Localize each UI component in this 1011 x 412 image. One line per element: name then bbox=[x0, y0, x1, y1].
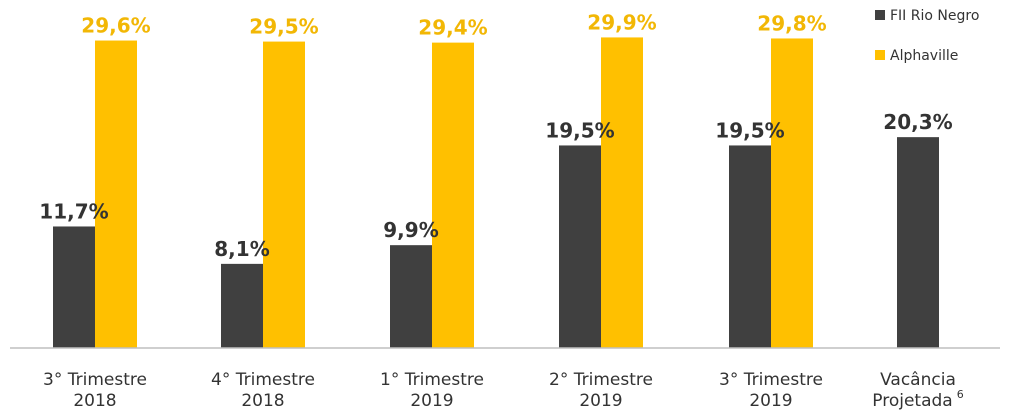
x-tick-label-0: 3° Trimestre 2018 bbox=[43, 370, 147, 411]
bar-alphaville-3 bbox=[601, 37, 643, 348]
value-label-alphaville-3: 29,9% bbox=[587, 10, 656, 34]
legend-label-alphaville: Alphaville bbox=[890, 48, 958, 64]
x-tick-labels-group: 3° Trimestre 2018 4° Trimestre 2018 1° Trime… bbox=[43, 370, 964, 411]
value-label-fii-rio-negro-2: 9,9% bbox=[383, 218, 438, 242]
x-tick-label-5: Vacância Projetada 6 bbox=[872, 370, 963, 411]
value-label-fii-rio-negro-4: 19,5% bbox=[715, 118, 784, 142]
bar-alphaville-0 bbox=[95, 40, 137, 349]
bar-fii-rio-negro-0 bbox=[53, 226, 95, 348]
x-tick-label-4: 3° Trimestre 2019 bbox=[719, 370, 823, 411]
bar-alphaville-4 bbox=[771, 38, 813, 349]
value-label-fii-rio-negro-1: 8,1% bbox=[214, 237, 269, 261]
legend-swatch-fii-rio-negro bbox=[875, 10, 885, 20]
value-label-alphaville-0: 29,6% bbox=[81, 14, 150, 38]
value-label-fii-rio-negro-0: 11,7% bbox=[39, 199, 108, 223]
value-label-alphaville-4: 29,8% bbox=[757, 11, 826, 35]
legend-swatch-alphaville bbox=[875, 50, 885, 60]
bar-fii-rio-negro-2 bbox=[390, 245, 432, 348]
x-tick-label-2: 1° Trimestre 2019 bbox=[380, 370, 484, 411]
legend: FII Rio Negro Alphaville bbox=[875, 8, 979, 64]
footnote-marker: 6 bbox=[957, 388, 964, 401]
bar-fii-rio-negro-5 bbox=[897, 137, 939, 348]
bar-alphaville-1 bbox=[263, 41, 305, 348]
value-label-alphaville-2: 29,4% bbox=[418, 16, 487, 40]
x-tick-label-3: 2° Trimestre 2019 bbox=[549, 370, 653, 411]
value-label-fii-rio-negro-3: 19,5% bbox=[545, 118, 614, 142]
value-labels-group: 11,7% 29,6% 8,1% 29,5% 9,9% 29,4% 19,5% 29,9% 19… bbox=[39, 10, 952, 260]
bar-fii-rio-negro-1 bbox=[221, 263, 263, 348]
bar-fii-rio-negro-4 bbox=[729, 145, 771, 348]
bar-alphaville-2 bbox=[432, 42, 474, 348]
x-tick-label-1: 4° Trimestre 2018 bbox=[211, 370, 315, 411]
bars-group bbox=[53, 37, 939, 349]
legend-label-fii-rio-negro: FII Rio Negro bbox=[890, 8, 979, 24]
value-label-alphaville-1: 29,5% bbox=[249, 15, 318, 39]
value-label-fii-rio-negro-5: 20,3% bbox=[883, 110, 952, 134]
bar-fii-rio-negro-3 bbox=[559, 145, 601, 348]
